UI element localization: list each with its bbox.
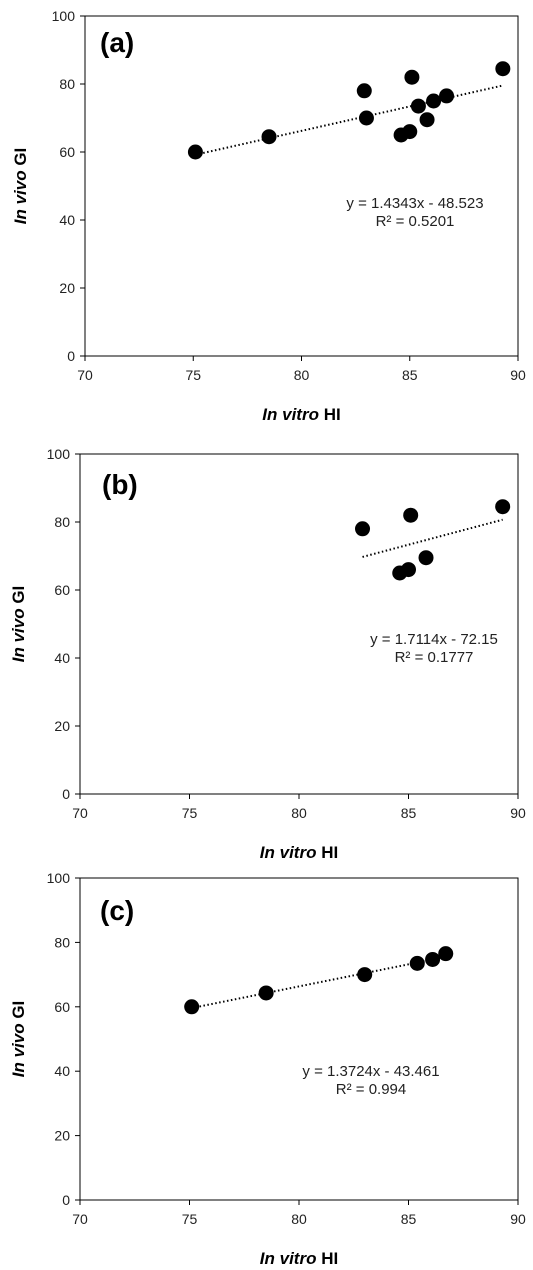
data-point xyxy=(410,98,426,114)
y-tick-label: 60 xyxy=(54,582,70,598)
x-tick-label: 85 xyxy=(402,367,418,383)
data-point xyxy=(439,88,455,104)
data-point xyxy=(355,521,371,537)
x-tick-label: 85 xyxy=(401,1211,417,1227)
data-point xyxy=(187,144,203,160)
data-point xyxy=(409,955,425,971)
y-tick-label: 40 xyxy=(59,212,75,228)
data-point xyxy=(403,507,419,523)
y-tick-label: 20 xyxy=(54,718,70,734)
x-axis-label: In vitro HI xyxy=(262,405,340,424)
y-tick-label: 80 xyxy=(59,76,75,92)
trendline xyxy=(195,84,504,156)
y-axis-label-italic: In vivo xyxy=(11,170,30,224)
panel-label: (b) xyxy=(102,469,138,500)
y-tick-label: 60 xyxy=(54,999,70,1015)
x-tick-label: 75 xyxy=(185,367,201,383)
x-axis-label: In vitro HI xyxy=(260,1249,338,1268)
y-tick-label: 100 xyxy=(47,872,71,886)
x-tick-label: 90 xyxy=(510,805,526,821)
x-tick-label: 90 xyxy=(510,367,526,383)
x-axis-label-rest: HI xyxy=(319,405,341,424)
y-tick-label: 40 xyxy=(54,650,70,666)
regression-equation: y = 1.7114x - 72.15 xyxy=(370,631,498,648)
y-tick-label: 20 xyxy=(59,280,75,296)
data-point xyxy=(419,112,435,128)
regression-equation: y = 1.4343x - 48.523 xyxy=(346,195,483,212)
data-point xyxy=(356,83,372,99)
y-axis-label: In vivo GI xyxy=(9,586,28,663)
y-axis-label-rest: GI xyxy=(9,586,28,609)
data-point xyxy=(358,110,374,126)
trendline xyxy=(191,955,446,1010)
scatter-chart: 0 20 40 60 80 100 70 75 80 85 90 (b) y = 1.7114x - 7… xyxy=(9,446,526,862)
panel-label: (a) xyxy=(100,27,134,58)
r-squared-label: R² = 0.1777 xyxy=(395,649,474,666)
x-axis-label-italic: In vitro xyxy=(260,1249,317,1268)
x-tick-label: 80 xyxy=(294,367,310,383)
x-tick-label: 75 xyxy=(182,805,198,821)
y-tick-label: 0 xyxy=(67,348,75,364)
regression-equation: y = 1.3724x - 43.461 xyxy=(302,1063,439,1080)
y-axis-label: In vivo GI xyxy=(9,1001,28,1078)
y-axis-label-rest: GI xyxy=(9,1001,28,1024)
data-point xyxy=(184,999,200,1015)
x-axis-label-italic: In vitro xyxy=(260,843,317,862)
data-point xyxy=(261,129,277,145)
x-axis-label-rest: HI xyxy=(316,843,338,862)
y-axis-label-italic: In vivo xyxy=(9,608,28,662)
scatter-chart: 0 20 40 60 80 100 70 75 80 85 90 (a) y = 1.4343x - 4… xyxy=(11,8,526,424)
plot-area-border xyxy=(84,15,519,357)
x-axis-label: In vitro HI xyxy=(260,843,338,862)
x-tick-label: 80 xyxy=(291,1211,307,1227)
y-axis-label-italic: In vivo xyxy=(9,1023,28,1077)
y-axis-label-rest: GI xyxy=(11,148,30,171)
y-tick-label: 60 xyxy=(59,144,75,160)
r-squared-label: R² = 0.5201 xyxy=(376,213,455,230)
panel-label: (c) xyxy=(100,895,134,926)
y-tick-label: 0 xyxy=(62,786,70,802)
x-tick-label: 70 xyxy=(72,805,88,821)
x-tick-label: 70 xyxy=(72,1211,88,1227)
x-tick-label: 90 xyxy=(510,1211,526,1227)
scatter-chart: 0 20 40 60 80 100 70 75 80 85 90 (c) y = 1.3724x - 4… xyxy=(9,872,526,1268)
x-tick-label: 70 xyxy=(77,367,93,383)
data-point xyxy=(402,124,418,140)
plot-area-border xyxy=(79,877,519,1201)
x-axis-label-italic: In vitro xyxy=(262,405,319,424)
y-tick-label: 100 xyxy=(52,8,76,24)
chart-panel-c: 0 20 40 60 80 100 70 75 80 85 90 (c) y = 1.3724x - 4… xyxy=(0,872,533,1270)
data-point xyxy=(404,69,420,85)
y-tick-label: 20 xyxy=(54,1128,70,1144)
data-point xyxy=(258,985,274,1001)
y-tick-label: 80 xyxy=(54,514,70,530)
data-point xyxy=(438,946,454,962)
data-point xyxy=(425,951,441,967)
y-tick-label: 80 xyxy=(54,934,70,950)
trendline xyxy=(362,518,503,558)
data-point xyxy=(401,562,416,578)
r-squared-label: R² = 0.994 xyxy=(336,1081,406,1098)
x-tick-label: 85 xyxy=(401,805,417,821)
chart-panel-b: 0 20 40 60 80 100 70 75 80 85 90 (b) y = 1.7114x - 7… xyxy=(0,438,533,868)
plot-area-border xyxy=(79,453,519,795)
data-point xyxy=(495,499,511,515)
data-point xyxy=(418,550,434,566)
y-tick-label: 0 xyxy=(62,1192,70,1208)
data-point xyxy=(426,93,442,109)
x-tick-label: 80 xyxy=(291,805,307,821)
y-tick-label: 40 xyxy=(54,1063,70,1079)
y-tick-label: 100 xyxy=(47,446,71,462)
data-point xyxy=(495,61,511,77)
data-point xyxy=(357,967,373,983)
x-tick-label: 75 xyxy=(182,1211,198,1227)
y-axis-label: In vivo GI xyxy=(11,148,30,225)
chart-panel-a: 0 20 40 60 80 100 70 75 80 85 90 (a) y = 1.4343x - 4… xyxy=(0,0,533,430)
x-axis-label-rest: HI xyxy=(316,1249,338,1268)
